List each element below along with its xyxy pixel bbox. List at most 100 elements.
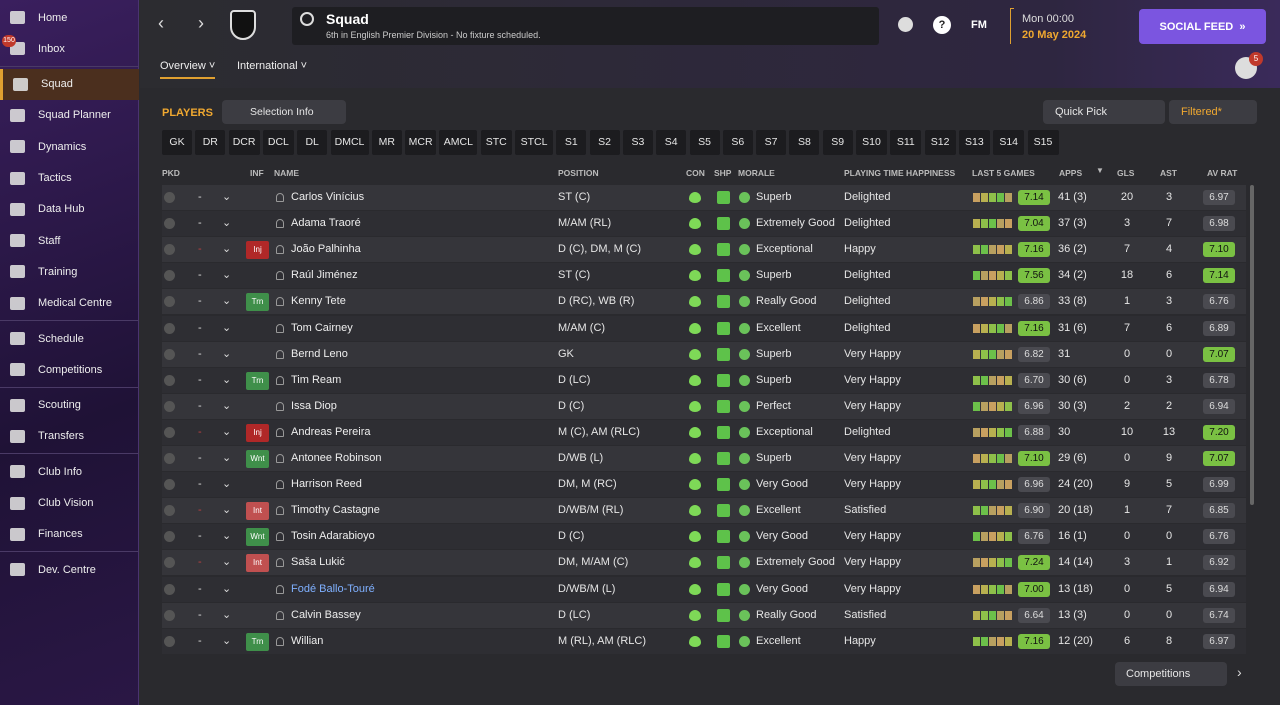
position-filter[interactable]: STC [480,130,512,155]
column-header[interactable]: POSITION [558,168,599,178]
position-filter[interactable]: STCL [515,130,553,155]
pkd-dropdown[interactable]: ⌄ [222,347,232,360]
player-name[interactable]: Saša Lukić [291,556,345,569]
nav-item[interactable]: Transfers [0,421,139,452]
player-row[interactable]: - ⌄ Carlos Vinícius ST (C) Superb Delighted 7.… [162,185,1246,210]
player-name[interactable]: Timothy Castagne [291,504,380,517]
nav-item[interactable]: Home [0,2,139,33]
position-filter[interactable]: S13 [958,130,990,155]
pkd-dropdown[interactable]: ⌄ [222,321,232,334]
column-header[interactable]: CON [686,168,705,178]
player-name[interactable]: Issa Diop [291,399,337,412]
pkd-dropdown[interactable]: ⌄ [222,504,232,517]
column-header[interactable]: SHP [714,168,732,178]
player-row[interactable]: - ⌄ Trn Willian M (RL), AM (RLC) Excellent Hap… [162,628,1246,654]
nav-item[interactable]: Tactics [0,163,139,194]
player-row[interactable]: - ⌄ Bernd Leno GK Superb Very Happy 6.82 31 0 0 7.… [162,341,1246,367]
pkd-dropdown[interactable]: ⌄ [222,399,232,412]
nav-item[interactable]: Squad Planner [0,100,139,131]
player-name[interactable]: Raúl Jiménez [291,269,358,282]
pkd-dropdown[interactable]: ⌄ [222,191,232,203]
player-row[interactable]: - ⌄ Int Timothy Castagne D/WB/M (RL) Excellen… [162,498,1246,524]
nav-item[interactable]: Club Vision [0,488,139,519]
position-filter[interactable]: S14 [993,130,1025,155]
player-name[interactable]: Tim Ream [291,373,342,386]
player-row[interactable]: - ⌄ Inj Andreas Pereira M (C), AM (RLC) Excep… [162,419,1246,445]
position-filter[interactable]: S4 [656,130,687,155]
player-row[interactable]: - ⌄ Issa Diop D (C) Perfect Very Happy 6.96 30 … [162,393,1246,419]
pkd-dropdown[interactable]: ⌄ [222,452,232,464]
player-row[interactable]: - ⌄ Adama Traoré M/AM (RL) Extremely Good Del… [162,211,1246,237]
pkd-dropdown[interactable]: ⌄ [222,217,232,230]
nav-item[interactable]: Schedule [0,323,139,354]
pkd-dropdown[interactable]: ⌄ [222,425,232,438]
column-header[interactable]: MORALE [738,168,775,178]
help-world-icon[interactable] [898,17,913,32]
forward-button[interactable]: › [198,13,204,33]
player-row[interactable]: - ⌄ Wnt Antonee Robinson D/WB (L) Superb Very … [162,446,1246,471]
position-filter[interactable]: S8 [789,130,820,155]
player-row[interactable]: - ⌄ Tom Cairney M/AM (C) Excellent Delighted 7… [162,315,1246,341]
back-button[interactable]: ‹ [158,13,164,33]
column-header[interactable]: AV RAT [1207,168,1238,178]
pkd-dropdown[interactable]: ⌄ [222,269,232,282]
position-filter[interactable]: S6 [722,130,753,155]
player-name[interactable]: Harrison Reed [291,478,362,491]
nav-item[interactable]: Finances [0,519,139,550]
column-header[interactable]: PKD [162,168,180,178]
player-name[interactable]: Tom Cairney [291,321,353,334]
social-feed-button[interactable]: SOCIAL FEED » [1139,9,1266,44]
player-name[interactable]: Andreas Pereira [291,425,371,438]
scrollbar[interactable] [1250,185,1254,505]
player-name[interactable]: Tosin Adarabioyo [291,530,375,543]
player-row[interactable]: - ⌄ Trn Tim Ream D (LC) Superb Very Happy 6.70 3… [162,367,1246,393]
column-header[interactable]: APPS [1059,168,1083,178]
nav-item[interactable]: Staff [0,225,139,256]
position-filter[interactable]: S10 [856,130,887,155]
filtered-button[interactable]: Filtered* [1169,100,1257,124]
column-header[interactable]: NAME [274,168,300,178]
player-name[interactable]: Fodé Ballo-Touré [291,582,375,595]
player-row[interactable]: - ⌄ Calvin Bassey D (LC) Really Good Satisfie… [162,602,1246,628]
position-filter[interactable]: S1 [556,130,587,155]
position-filter[interactable]: AMCL [439,130,478,155]
position-filter[interactable]: MR [371,130,402,155]
player-name[interactable]: João Palhinha [291,243,361,256]
pkd-dropdown[interactable]: ⌄ [222,556,232,569]
quick-pick-button[interactable]: Quick Pick [1043,100,1165,124]
pkd-dropdown[interactable]: ⌄ [222,243,232,256]
nav-item[interactable]: Inbox [0,33,139,64]
column-header[interactable]: PLAYING TIME HAPPINESS [844,168,956,178]
help-icon[interactable]: ? [933,16,951,34]
pkd-dropdown[interactable]: ⌄ [222,608,232,621]
position-filter[interactable]: MCR [405,130,437,155]
nav-item[interactable]: Training [0,256,139,287]
player-name[interactable]: Antonee Robinson [291,452,382,464]
position-filter[interactable]: S5 [689,130,720,155]
player-name[interactable]: Kenny Tete [291,295,346,308]
pkd-dropdown[interactable]: ⌄ [222,295,232,308]
club-badge[interactable] [230,10,256,40]
position-filter[interactable]: S9 [822,130,853,155]
position-filter[interactable]: S15 [1027,130,1059,155]
player-row[interactable]: - ⌄ Inj João Palhinha D (C), DM, M (C) Except… [162,237,1246,263]
column-header[interactable]: GLS [1117,168,1135,178]
selection-info-button[interactable]: Selection Info [222,100,346,124]
pkd-dropdown[interactable]: ⌄ [222,373,232,386]
pkd-dropdown[interactable]: ⌄ [222,582,232,595]
player-row[interactable]: - ⌄ Trn Kenny Tete D (RC), WB (R) Really Good… [162,289,1246,315]
pkd-dropdown[interactable]: ⌄ [222,478,232,491]
column-header[interactable]: INF [250,168,264,178]
pkd-dropdown[interactable]: ⌄ [222,634,232,647]
position-filter[interactable]: S7 [756,130,787,155]
competitions-button[interactable]: Competitions [1115,662,1227,686]
player-row[interactable]: - ⌄ Int Saša Lukić DM, M/AM (C) Extremely Goo… [162,550,1246,576]
position-filter[interactable]: DCL [262,130,294,155]
nav-item[interactable]: Club Info [0,456,139,487]
nav-item[interactable]: Dev. Centre [0,554,139,585]
nav-item[interactable]: Squad [0,68,139,100]
column-header[interactable]: AST [1160,168,1177,178]
tab[interactable]: International ˅ [237,60,308,72]
pkd-dropdown[interactable]: ⌄ [222,530,232,543]
search-box[interactable]: Squad 6th in English Premier Division - … [292,7,879,45]
